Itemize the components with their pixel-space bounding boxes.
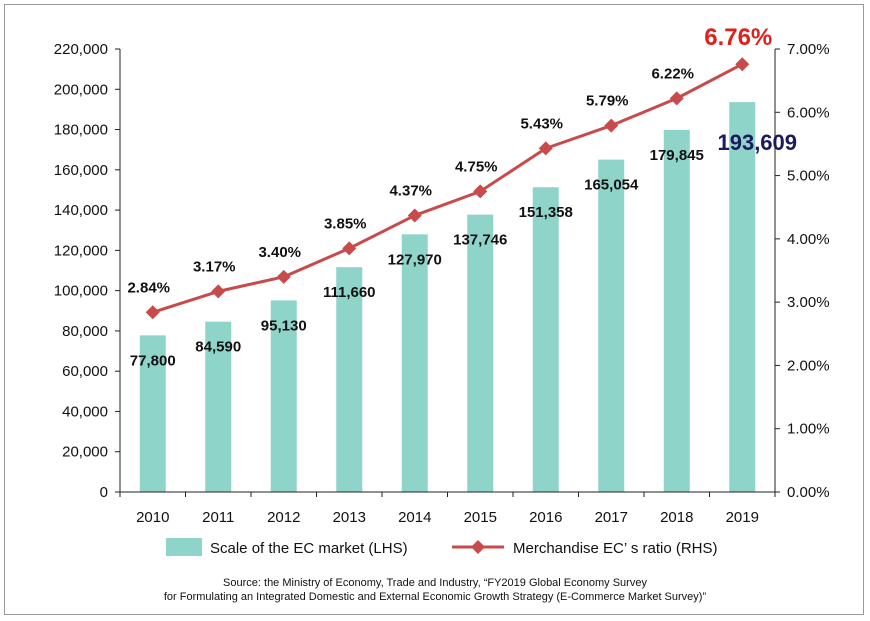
bar: [467, 214, 494, 492]
left-axis-tick-label: 180,000: [54, 122, 108, 139]
bar: [336, 267, 363, 492]
x-axis-tick-label: 2010: [136, 509, 169, 526]
bar: [270, 300, 297, 492]
left-axis-tick-label: 40,000: [62, 403, 108, 420]
ratio-value-label: 3.40%: [258, 244, 301, 261]
left-axis-tick-label: 160,000: [54, 162, 108, 179]
source-line-2: for Formulating an Integrated Domestic a…: [163, 591, 707, 603]
data-labels: 77,800 84,590 95,130 111,660 127,970 137,746 1…: [127, 24, 797, 369]
left-axis-tick-label: 100,000: [54, 283, 108, 300]
left-axis-tick-label: 220,000: [54, 41, 108, 58]
ratio-point: [538, 141, 553, 156]
x-axis-tick-label: 2016: [529, 509, 562, 526]
x-axis-tick-label: 2019: [726, 509, 759, 526]
chart-frame: [4, 4, 864, 615]
ratio-value-label: 6.76%: [704, 24, 772, 51]
right-axis-tick-label: 2.00%: [787, 357, 830, 374]
left-axis-tick-label: 60,000: [62, 363, 108, 380]
right-axis-tick-label: 1.00%: [787, 421, 830, 438]
ratio-value-label: 3.17%: [193, 258, 236, 275]
bar: [532, 187, 559, 492]
left-axis-tick-label: 140,000: [54, 202, 108, 219]
ratio-value-label: 3.85%: [324, 215, 367, 232]
x-axis-tick-label: 2011: [202, 509, 234, 526]
ratio-value-label: 5.43%: [520, 115, 563, 132]
bar: [139, 335, 166, 492]
bar-value-label: 165,054: [584, 177, 639, 194]
ratio-value-label: 4.37%: [389, 182, 432, 199]
bar: [663, 129, 690, 492]
ratio-point: [342, 241, 357, 256]
x-axis-tick-label: 2015: [464, 509, 497, 526]
bar-value-label: 111,660: [323, 284, 376, 301]
bar-value-label: 77,800: [130, 352, 176, 369]
bar: [205, 321, 232, 492]
ratio-point: [473, 184, 488, 199]
legend-line-label: Merchandise EC’ s ratio (RHS): [513, 540, 718, 557]
bar: [598, 159, 625, 492]
ratio-value-label: 5.79%: [586, 93, 629, 110]
ratio-point: [735, 57, 750, 72]
right-axis-tick-label: 7.00%: [787, 41, 830, 58]
source-note: Source: the Ministry of Economy, Trade a…: [0, 576, 870, 604]
bar-value-label: 179,845: [650, 147, 704, 164]
legend: Scale of the EC market (LHS) Merchandise…: [166, 538, 718, 557]
x-axis-tick-label: 2012: [267, 509, 300, 526]
ratio-line: [152, 62, 743, 314]
x-axis-tick-label: 2017: [595, 509, 628, 526]
right-axis-tick-label: 0.00%: [787, 484, 830, 501]
axes: 0 20,000 40,000 60,000 80,000 100,000 120,000 1…: [54, 41, 830, 526]
bar-value-label: 95,130: [261, 317, 307, 334]
source-line-1: Source: the Ministry of Economy, Trade a…: [223, 577, 647, 589]
ratio-point: [407, 208, 422, 223]
right-axis-tick-label: 5.00%: [787, 168, 830, 185]
left-axis-tick-label: 0: [100, 484, 108, 501]
bar: [729, 102, 756, 492]
right-axis-tick-label: 6.00%: [787, 104, 830, 121]
ratio-value-label: 4.75%: [455, 158, 498, 175]
left-axis-tick-label: 120,000: [54, 242, 108, 259]
line-series: [145, 57, 750, 320]
bar-series: [139, 102, 756, 493]
ratio-point: [276, 269, 291, 284]
left-axis-tick-label: 20,000: [62, 444, 108, 461]
ratio-value-label: 6.22%: [651, 65, 694, 82]
ratio-point: [604, 118, 619, 133]
x-axis-tick-label: 2013: [333, 509, 366, 526]
ratio-point: [669, 91, 684, 106]
left-axis-tick-label: 80,000: [62, 323, 108, 340]
legend-bar-label: Scale of the EC market (LHS): [210, 540, 408, 557]
ratio-point: [211, 284, 226, 299]
ratio-value-label: 2.84%: [127, 279, 170, 296]
bar-value-label: 137,746: [453, 232, 507, 249]
right-axis-tick-label: 3.00%: [787, 294, 830, 311]
legend-line-marker: [471, 540, 485, 554]
right-axis-tick-label: 4.00%: [787, 231, 830, 248]
x-axis-tick-label: 2018: [660, 509, 693, 526]
bar-value-label: 151,358: [519, 204, 573, 221]
left-axis-tick-label: 200,000: [54, 81, 108, 98]
bar: [401, 234, 428, 493]
ratio-point: [145, 305, 160, 320]
bar-value-label: 193,609: [717, 130, 797, 155]
x-axis-tick-label: 2014: [398, 509, 431, 526]
bar-value-label: 127,970: [388, 251, 442, 268]
legend-bar-swatch: [166, 538, 202, 556]
bar-value-label: 84,590: [195, 339, 241, 356]
